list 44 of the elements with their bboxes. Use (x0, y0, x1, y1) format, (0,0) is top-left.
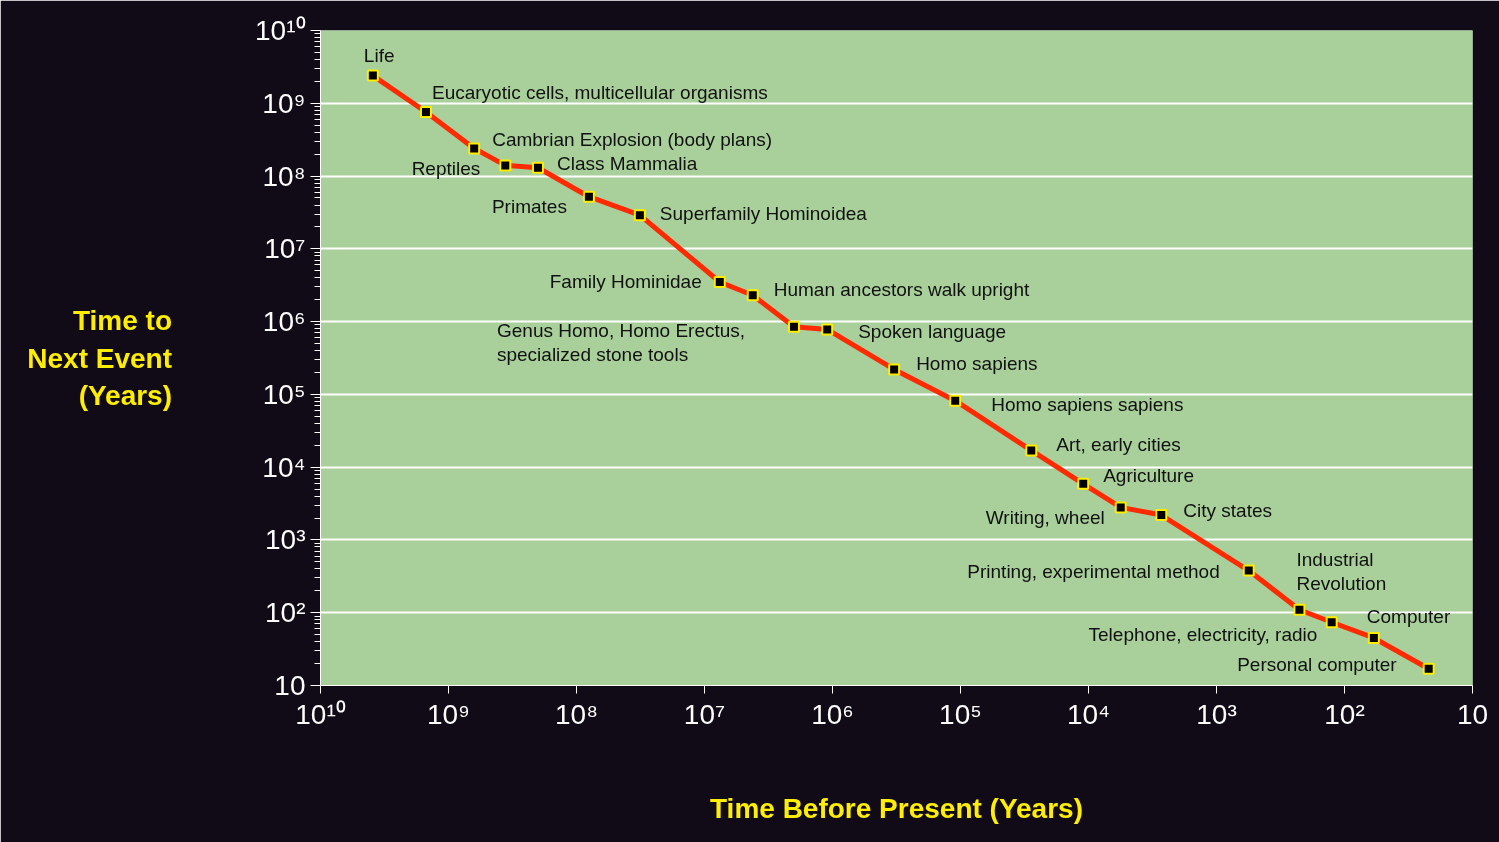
annotation: Eucaryotic cells, multicellular organisms (431, 82, 768, 104)
annotation: Art, early cities (1056, 433, 1181, 455)
x-tick-label: 10¹⁰ (295, 698, 346, 730)
annotation: Homo sapiens (916, 352, 1038, 374)
annotation: Life (363, 45, 395, 67)
x-axis-title: Time Before Present (Years) (710, 792, 1083, 824)
annotation: Superfamily Hominoidea (659, 202, 868, 224)
annotation: Family Hominidae (549, 270, 702, 292)
y-axis-title: Time to Next Event (Years) (27, 305, 173, 411)
y-tick-label: 10⁷ (264, 233, 306, 265)
y-tick-label: 10⁸ (262, 160, 306, 192)
y-tick-label: 10² (265, 597, 306, 629)
annotation: Spoken language (858, 320, 1007, 342)
annotation: Human ancestors walk upright (773, 278, 1031, 300)
x-tick-label: 10⁶ (811, 698, 854, 730)
x-tick-label: 10² (1324, 698, 1365, 730)
annotation: Personal computer (1237, 654, 1398, 676)
annotation: Genus Homo, Homo Erectus, specialized stone tools (496, 320, 746, 366)
x-tick-label: 10⁷ (683, 698, 726, 730)
y-tick-label: 10¹⁰ (255, 15, 306, 46)
annotation: Cambrian Explosion (body plans) (492, 128, 773, 150)
annotation: Printing, experimental method (967, 561, 1220, 583)
annotation: Class Mammalia (556, 153, 698, 175)
y-tick-label: 10⁵ (262, 378, 306, 410)
x-tick-label: 10 (1456, 698, 1489, 730)
y-tick-label: 10⁴ (262, 451, 306, 483)
annotation: City states (1183, 499, 1272, 521)
y-tick-label: 10 (274, 670, 306, 701)
x-tick-label: 10³ (1196, 698, 1237, 730)
x-tick-label: 10⁹ (426, 698, 471, 730)
annotation: Industrial Revolution (1296, 549, 1387, 595)
annotation: Primates (491, 196, 567, 218)
annotation: Computer (1366, 606, 1451, 628)
annotation: Agriculture (1103, 465, 1195, 487)
annotation: Telephone, electricity, radio (1088, 623, 1318, 645)
x-tick-label: 10⁵ (939, 698, 982, 730)
annotation: Homo sapiens sapiens (991, 394, 1184, 416)
y-tick-label: 10⁶ (262, 306, 306, 338)
x-tick-label: 10⁸ (555, 698, 598, 730)
annotation: Reptiles (411, 157, 481, 179)
x-tick-label: 10⁴ (1066, 698, 1111, 730)
y-tick-label: 10⁹ (262, 87, 306, 119)
annotation: Writing, wheel (985, 506, 1105, 528)
y-tick-label: 10³ (265, 524, 306, 556)
